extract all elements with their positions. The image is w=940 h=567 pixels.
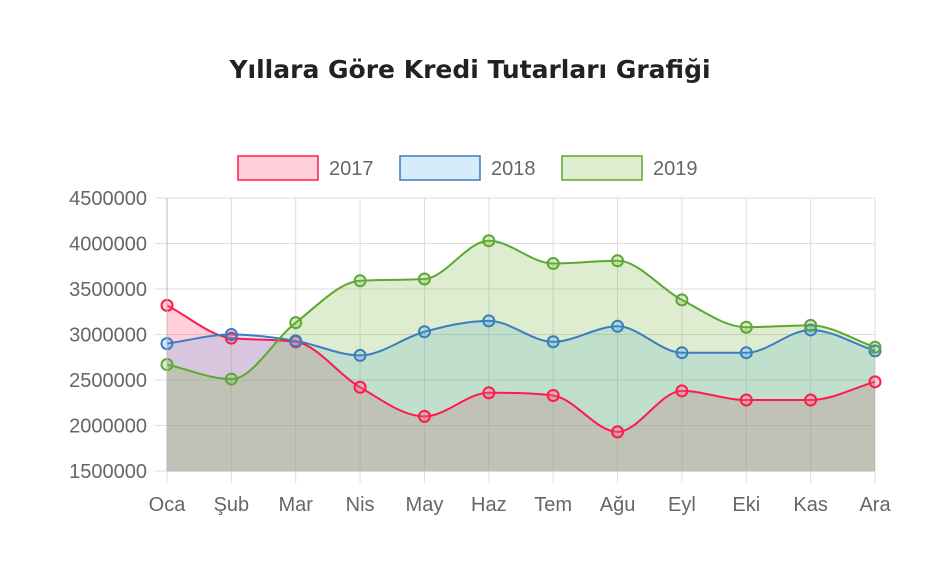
legend-label[interactable]: 2017 (329, 158, 374, 180)
data-point-2017[interactable] (353, 380, 367, 394)
data-point-2017[interactable] (482, 386, 496, 400)
y-tick-label: 4500000 (69, 188, 147, 210)
legend-item-2017[interactable]: 2017 (237, 155, 374, 181)
data-point-2018[interactable] (417, 325, 431, 339)
x-tick-label: May (406, 494, 444, 516)
data-point-2017[interactable] (804, 393, 818, 407)
data-point-2017[interactable] (611, 425, 625, 439)
data-point-2019[interactable] (739, 320, 753, 334)
legend-item-2018[interactable]: 2018 (399, 155, 536, 181)
legend-label[interactable]: 2018 (491, 158, 536, 180)
data-point-2019[interactable] (675, 293, 689, 307)
data-point-2019[interactable] (546, 257, 560, 271)
x-tick-label: Eyl (668, 494, 696, 516)
data-point-2018[interactable] (868, 344, 882, 358)
data-point-2017[interactable] (417, 409, 431, 423)
series-area-2019 (167, 240, 875, 471)
data-point-2018[interactable] (353, 348, 367, 362)
legend-label[interactable]: 2019 (653, 158, 698, 180)
chart-title: Yıllara Göre Kredi Tutarları Grafiği (229, 55, 711, 84)
x-tick-label: Kas (793, 494, 827, 516)
data-point-2018[interactable] (675, 346, 689, 360)
data-point-2019[interactable] (353, 274, 367, 288)
x-tick-label: Tem (534, 494, 572, 516)
x-tick-label: Eki (732, 494, 760, 516)
x-tick-label: Haz (471, 494, 507, 516)
y-tick-label: 3500000 (69, 279, 147, 301)
data-point-2018[interactable] (482, 314, 496, 328)
series-area-2017 (167, 305, 875, 471)
data-point-2017[interactable] (675, 384, 689, 398)
data-point-2018[interactable] (739, 346, 753, 360)
x-tick-label: Nis (346, 494, 375, 516)
axis-layer: 4500000 4000000 3500000 3000000 2500000 20000… (69, 188, 891, 516)
point-layer (160, 234, 882, 439)
data-point-2017[interactable] (546, 388, 560, 402)
data-point-2017[interactable] (739, 393, 753, 407)
data-point-2019[interactable] (868, 340, 882, 354)
data-point-2019[interactable] (804, 318, 818, 332)
legend-swatch[interactable] (399, 155, 481, 181)
y-tick-label: 2500000 (69, 370, 147, 392)
data-point-2018[interactable] (224, 328, 238, 341)
legend-item-2019[interactable]: 2019 (561, 155, 698, 181)
data-point-2019[interactable] (289, 316, 303, 330)
series-line-2017 (166, 304, 876, 433)
y-tick-label: 2000000 (69, 416, 147, 438)
x-tick-label: Ağu (600, 494, 636, 516)
data-point-2019[interactable] (482, 234, 496, 248)
y-tick-label: 1500000 (69, 461, 147, 483)
area-layer (167, 240, 875, 471)
series-line-2019 (166, 239, 876, 381)
data-point-2018[interactable] (611, 319, 625, 333)
y-tick-label: 3000000 (69, 325, 147, 347)
legend[interactable]: 2017 2018 2019 (237, 155, 698, 181)
data-point-2019[interactable] (224, 372, 238, 386)
y-tick-label: 4000000 (69, 234, 147, 256)
x-tick-label: Şub (214, 494, 250, 516)
data-point-2018[interactable] (546, 335, 560, 349)
x-tick-label: Mar (279, 494, 314, 516)
data-point-2017[interactable] (868, 375, 882, 389)
data-point-2018[interactable] (289, 334, 303, 348)
data-point-2019[interactable] (611, 254, 625, 268)
legend-swatch[interactable] (561, 155, 643, 181)
data-point-2017[interactable] (224, 331, 238, 345)
series-area-2018 (167, 320, 875, 471)
data-point-2019[interactable] (417, 272, 431, 286)
x-tick-label: Ara (859, 494, 891, 516)
x-tick-label: Oca (149, 494, 187, 516)
legend-swatch[interactable] (237, 155, 319, 181)
